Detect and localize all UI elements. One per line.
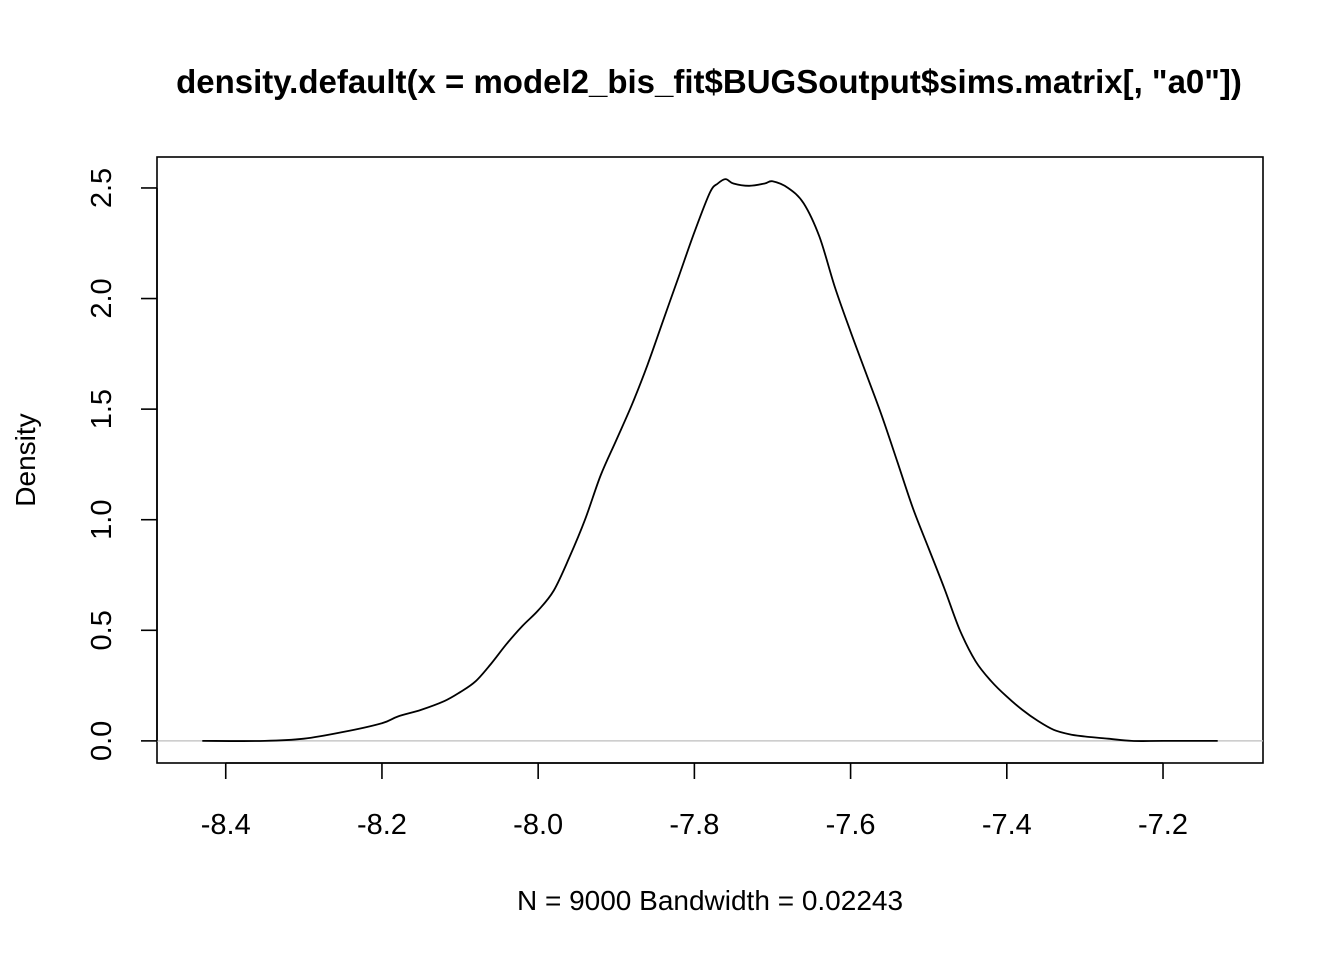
x-axis: -8.4 -8.2 -8.0 -7.8 -7.6 -7.4 -7.2 [201, 762, 1188, 841]
x-tick-label: -8.4 [201, 809, 251, 841]
y-tick-label: 0.0 [86, 721, 118, 761]
y-tick-label: 0.5 [86, 610, 118, 650]
x-tick-label: -7.8 [669, 809, 719, 841]
y-tick-label: 1.5 [86, 389, 118, 429]
y-axis-label: Density [10, 413, 41, 506]
y-tick-label: 2.5 [86, 168, 118, 208]
y-tick-label: 1.0 [86, 500, 118, 540]
density-curve [202, 178, 1218, 742]
x-tick-label: -7.6 [826, 809, 876, 841]
y-axis: 0.0 0.5 1.0 1.5 2.0 2.5 [86, 168, 158, 761]
x-tick-label: -7.4 [982, 809, 1032, 841]
y-tick-label: 2.0 [86, 278, 118, 318]
plot-frame [156, 156, 1264, 764]
x-tick-label: -7.2 [1138, 809, 1188, 841]
x-tick-label: -8.0 [513, 809, 563, 841]
chart-title: density.default(x = model2_bis_fit$BUGSo… [176, 63, 1242, 100]
x-tick-label: -8.2 [357, 809, 407, 841]
x-axis-label: N = 9000 Bandwidth = 0.02243 [517, 885, 903, 916]
